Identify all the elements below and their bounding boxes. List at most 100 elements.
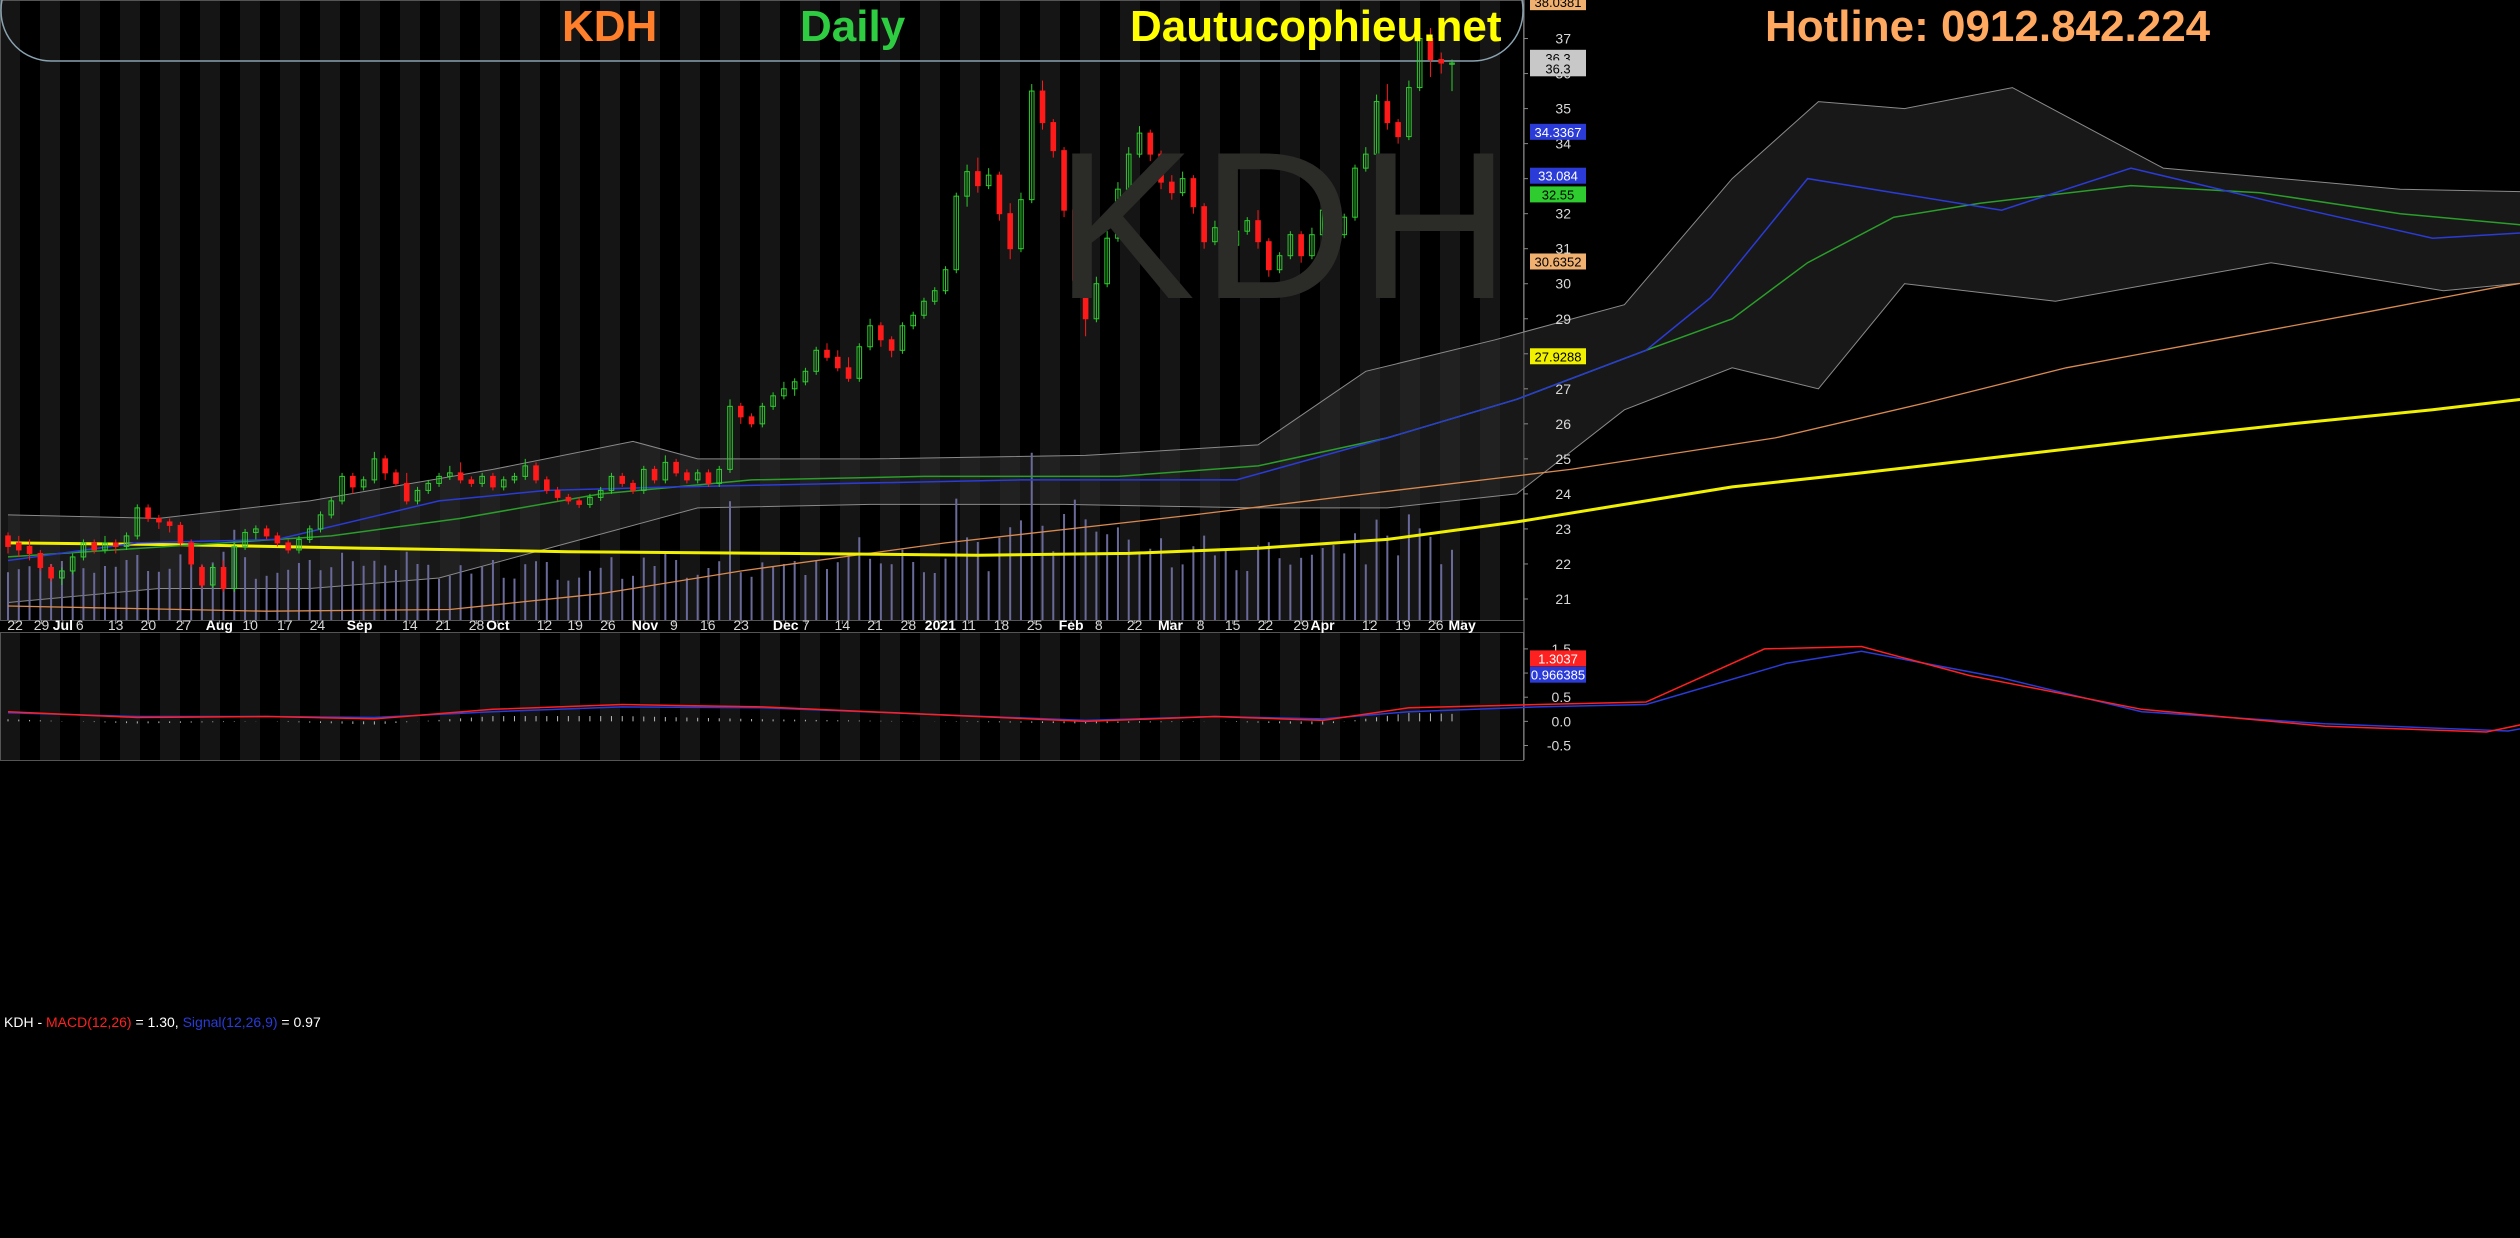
price-tag: 36.3: [1530, 60, 1586, 77]
macd-tag-box: [1530, 650, 1586, 667]
price-tag-box: [1530, 253, 1586, 270]
candle: [544, 476, 550, 494]
candle: [1018, 192, 1024, 253]
candle-body: [1212, 227, 1218, 243]
candle: [985, 168, 992, 190]
macd-label-part: = 0.97: [277, 1014, 321, 1030]
candle-body: [910, 314, 916, 327]
candle-body: [813, 349, 820, 372]
candle-body: [1406, 87, 1412, 138]
candle: [220, 560, 227, 592]
price-shade-band: [240, 0, 260, 620]
x-tick-label: 22: [7, 617, 23, 633]
candle: [414, 486, 421, 505]
macd-shade-band: [1280, 632, 1300, 760]
price-tag: 34.3367: [1530, 123, 1586, 140]
candle: [382, 455, 388, 480]
macd-label-part: MACD(12,26): [46, 1014, 132, 1030]
candle-body: [899, 325, 906, 351]
candle: [640, 465, 647, 494]
candle: [1136, 126, 1143, 158]
price-shade-band: [840, 0, 860, 620]
candle: [91, 539, 98, 554]
candle-body: [1072, 209, 1078, 281]
candle: [1158, 150, 1164, 190]
x-tick-label: 14: [835, 617, 851, 633]
candle-body: [878, 325, 884, 341]
candle: [177, 521, 184, 547]
candle-body: [425, 482, 432, 491]
candle-body: [242, 531, 248, 547]
macd-value-tag: 0.966385: [1530, 666, 1586, 683]
candle-body: [942, 269, 949, 292]
candle-body: [1341, 216, 1348, 236]
candle-body: [339, 475, 345, 502]
x-tick-label: 7: [802, 617, 810, 633]
price-shade-band: [120, 0, 140, 620]
candle: [716, 465, 723, 487]
price-tag: 27.9288: [1530, 348, 1586, 365]
x-tick-label: 21: [435, 617, 451, 633]
candle: [317, 511, 324, 533]
candle: [188, 539, 194, 568]
candle-body: [1115, 188, 1121, 239]
macd-shade-band: [920, 632, 940, 760]
candle: [1330, 206, 1337, 242]
price-tick-label: 21: [1555, 591, 1571, 607]
candle-body: [856, 346, 863, 379]
candle-body: [662, 461, 669, 481]
macd-shade-band: [560, 632, 580, 760]
candle-body: [727, 405, 733, 470]
macd-label-part: = 1.30,: [131, 1014, 183, 1030]
period-title: Daily: [800, 2, 906, 51]
candle-body: [123, 535, 130, 547]
x-tick-label: 19: [567, 617, 583, 633]
bollinger-upper-line: [7, 87, 2520, 519]
macd-shade-band: [840, 632, 860, 760]
price-tag: 38.0381: [1530, 0, 1586, 11]
candle-body: [26, 545, 33, 554]
candle: [694, 469, 701, 484]
candle: [479, 472, 485, 487]
candle: [1438, 52, 1445, 74]
candle-body: [1384, 101, 1391, 124]
candle-body: [91, 542, 98, 551]
x-tick-label: 9: [670, 617, 678, 633]
macd-shade-band: [360, 632, 380, 760]
candle-body: [59, 570, 65, 579]
candle: [403, 472, 410, 505]
candle: [80, 539, 87, 561]
price-tag-box: [1530, 123, 1586, 140]
macd-shade-band: [1120, 632, 1140, 760]
macd-histogram: [7, 712, 1453, 725]
candle: [619, 472, 626, 487]
candle-body: [802, 370, 809, 383]
price-tick-label: 30: [1555, 276, 1571, 292]
price-tick-label: 32: [1555, 206, 1571, 222]
x-tick-label: 12: [537, 617, 553, 633]
candle: [199, 563, 205, 589]
candle-body: [694, 472, 701, 481]
price-tick-label: 23: [1555, 521, 1571, 537]
candle: [360, 476, 367, 491]
candle: [102, 535, 108, 554]
price-shade-band: [320, 0, 340, 620]
price-tag: 30.6352: [1530, 253, 1586, 270]
symbol-title: KDH: [562, 2, 658, 51]
candle-body: [1298, 234, 1304, 257]
candle-body: [5, 535, 11, 547]
price-shade-band: [960, 0, 980, 620]
candle-body: [597, 489, 604, 498]
candle-body: [209, 566, 216, 586]
candle-body: [1104, 237, 1110, 285]
candle-body: [1018, 199, 1024, 250]
candle: [1007, 203, 1013, 260]
candle-body: [447, 472, 453, 477]
candle: [824, 343, 830, 361]
candle-body: [350, 475, 356, 488]
candle: [1169, 175, 1175, 200]
x-tick-label: Oct: [486, 617, 510, 633]
price-tag-label: 32.55: [1542, 187, 1575, 202]
x-tick-label: 10: [242, 617, 258, 633]
